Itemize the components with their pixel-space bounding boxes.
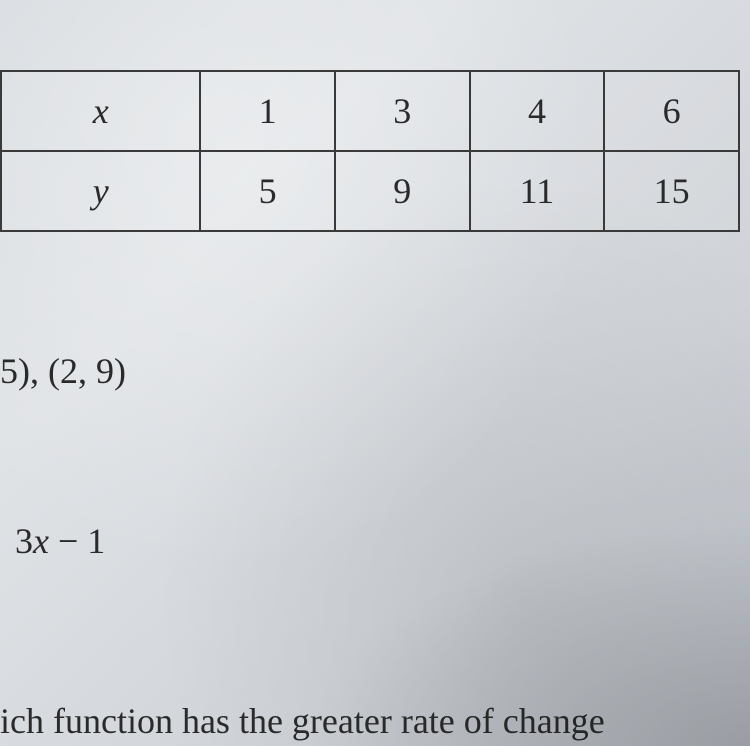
expression-prefix: 3	[15, 521, 33, 561]
y-value-cell: 5	[200, 151, 335, 231]
y-value-cell: 11	[470, 151, 605, 231]
table-row: x 1 3 4 6	[1, 71, 739, 151]
expression-variable: x	[33, 521, 49, 561]
question-text: ich function has the greater rate of cha…	[0, 700, 605, 742]
y-value-cell: 9	[335, 151, 470, 231]
expression-text: 3x − 1	[15, 520, 105, 562]
y-value-cell: 15	[604, 151, 739, 231]
expression-suffix: − 1	[49, 521, 105, 561]
y-header-cell: y	[1, 151, 200, 231]
coordinate-text: 5), (2, 9)	[0, 350, 126, 392]
x-value-cell: 6	[604, 71, 739, 151]
x-value-cell: 4	[470, 71, 605, 151]
x-value-cell: 3	[335, 71, 470, 151]
table-row: y 5 9 11 15	[1, 151, 739, 231]
xy-data-table: x 1 3 4 6 y 5 9 11 15	[0, 70, 740, 232]
data-table-container: x 1 3 4 6 y 5 9 11 15	[0, 70, 740, 232]
x-value-cell: 1	[200, 71, 335, 151]
x-header-cell: x	[1, 71, 200, 151]
